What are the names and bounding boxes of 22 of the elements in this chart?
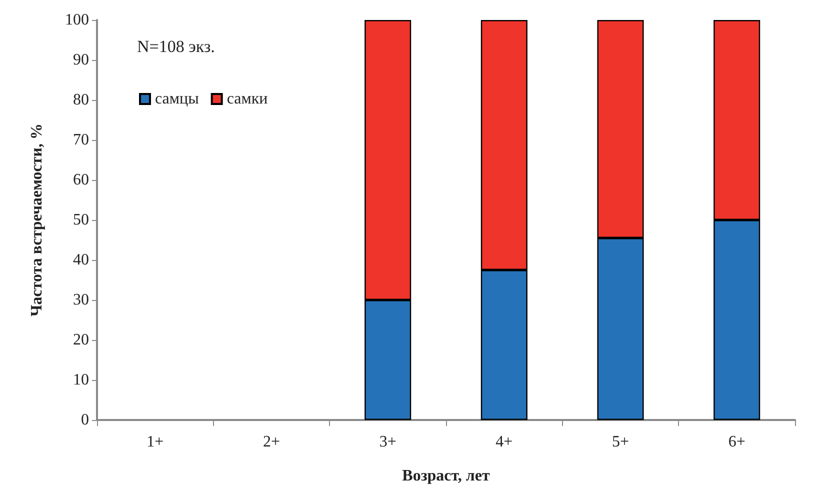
y-tick-label: 60 <box>73 172 89 188</box>
y-tick-label: 10 <box>73 372 89 388</box>
x-tick-label: 5+ <box>612 434 630 450</box>
x-axis-title: Возраст, лет <box>402 468 490 484</box>
y-tick-label: 70 <box>73 132 89 148</box>
y-tick-label: 80 <box>73 92 89 108</box>
y-axis-title: Частота встречаемости, % <box>28 124 46 316</box>
y-tick-label: 20 <box>73 332 89 348</box>
y-tick-label: 0 <box>81 412 89 428</box>
y-tick-label: 100 <box>65 12 89 28</box>
x-tick-label: 3+ <box>379 434 396 450</box>
legend-label: самцы <box>155 90 200 108</box>
y-tick-label: 90 <box>73 52 89 68</box>
legend-label: самки <box>226 90 268 108</box>
y-tick-label: 40 <box>73 252 89 268</box>
y-tick-label: 50 <box>73 212 89 228</box>
x-tick-label: 1+ <box>146 434 164 450</box>
annotation: N=108 экз. <box>137 37 215 56</box>
x-tick-label: 6+ <box>728 434 746 450</box>
x-tick-label: 2+ <box>262 434 280 450</box>
x-tick-label: 4+ <box>496 434 513 450</box>
y-tick-label: 30 <box>73 292 89 308</box>
